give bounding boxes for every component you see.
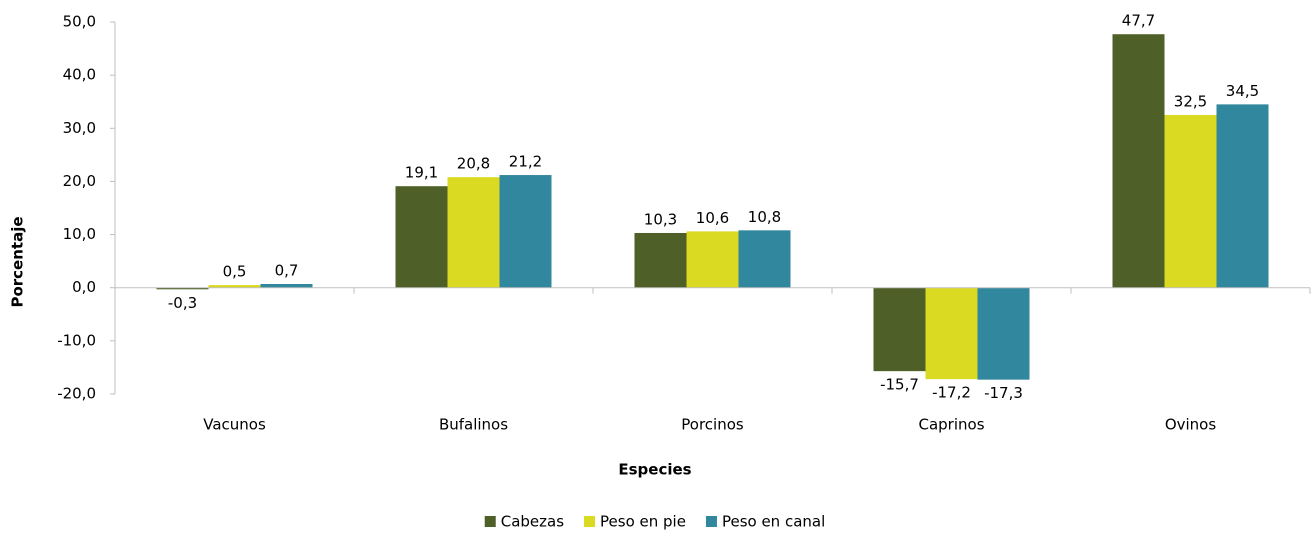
x-tick-label: Ovinos bbox=[1165, 416, 1217, 434]
data-label: 10,3 bbox=[644, 210, 677, 228]
legend-swatch bbox=[705, 516, 717, 527]
data-label: 34,5 bbox=[1226, 82, 1259, 100]
y-tick-label: -10,0 bbox=[57, 331, 96, 349]
y-tick-label: -20,0 bbox=[57, 385, 96, 403]
legend-label: Peso en pie bbox=[600, 513, 686, 531]
data-label: -17,3 bbox=[984, 384, 1023, 402]
x-tick-label: Porcinos bbox=[681, 416, 744, 434]
bar bbox=[1164, 115, 1217, 288]
bar bbox=[634, 232, 687, 288]
bar bbox=[156, 287, 209, 290]
legend-label: Cabezas bbox=[501, 513, 564, 531]
bar bbox=[1112, 34, 1165, 288]
bar bbox=[447, 177, 500, 288]
data-label: -17,2 bbox=[932, 384, 971, 402]
x-axis-title: Especies bbox=[618, 461, 691, 479]
bar bbox=[873, 287, 926, 372]
data-label: 0,7 bbox=[275, 261, 299, 279]
x-tick-label: Bufalinos bbox=[439, 416, 508, 434]
data-label: 10,6 bbox=[696, 209, 729, 227]
legend-label: Peso en canal bbox=[722, 513, 825, 531]
y-tick-label: 40,0 bbox=[63, 66, 96, 84]
bar bbox=[208, 285, 261, 288]
bar bbox=[977, 287, 1030, 380]
legend-swatch bbox=[584, 516, 596, 527]
data-label: 0,5 bbox=[223, 263, 247, 281]
y-tick-label: 0,0 bbox=[72, 278, 96, 296]
bar bbox=[260, 283, 313, 288]
bar bbox=[686, 231, 739, 288]
data-label: 20,8 bbox=[457, 155, 490, 173]
y-tick-label: 30,0 bbox=[63, 119, 96, 137]
data-label: 21,2 bbox=[509, 153, 542, 171]
x-tick-label: Vacunos bbox=[203, 416, 266, 434]
bar bbox=[738, 230, 791, 288]
y-tick-label: 50,0 bbox=[63, 13, 96, 31]
y-axis-title: Porcentaje bbox=[9, 216, 27, 307]
data-label: -0,3 bbox=[168, 294, 197, 312]
data-label: 32,5 bbox=[1174, 93, 1207, 111]
data-label: 47,7 bbox=[1122, 12, 1155, 30]
y-tick-label: 10,0 bbox=[63, 225, 96, 243]
bar bbox=[1216, 104, 1269, 288]
bar bbox=[499, 175, 552, 288]
x-tick-label: Caprinos bbox=[918, 416, 984, 434]
data-label: 10,8 bbox=[748, 208, 781, 226]
data-label: -15,7 bbox=[880, 376, 919, 394]
bar bbox=[925, 287, 978, 380]
data-label: 19,1 bbox=[405, 164, 438, 182]
legend-swatch bbox=[484, 516, 496, 527]
bar bbox=[395, 186, 448, 288]
y-tick-label: 20,0 bbox=[63, 172, 96, 190]
